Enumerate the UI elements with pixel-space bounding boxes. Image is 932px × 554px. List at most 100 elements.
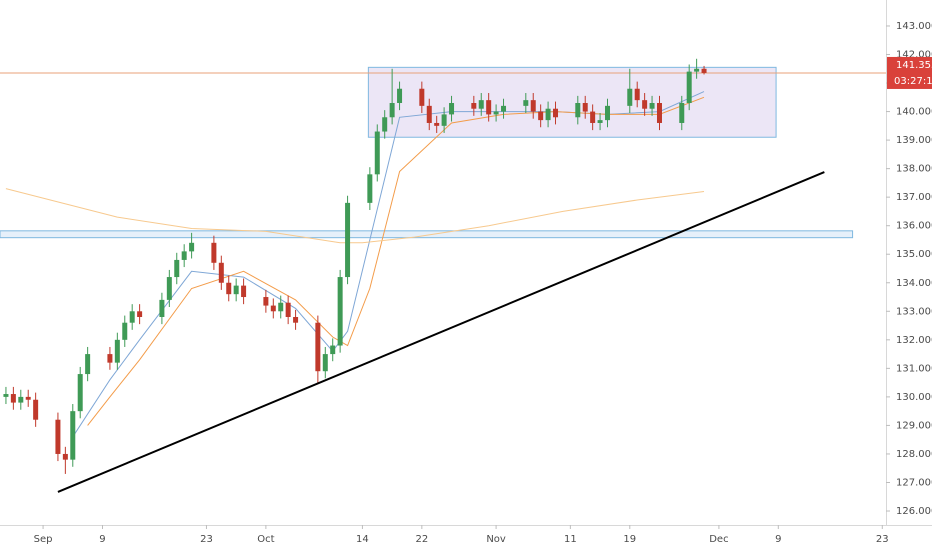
zone-band <box>0 230 854 239</box>
x-tick-label: 9 <box>99 534 105 545</box>
x-tick-label: 22 <box>415 534 428 545</box>
candle-body <box>114 339 120 363</box>
y-tick-label: 126.000 <box>896 506 932 517</box>
last-price-label: 141.353 <box>896 60 932 71</box>
candle-body <box>10 394 16 403</box>
candle-body <box>553 108 559 118</box>
candle-body <box>493 111 499 115</box>
candle-body <box>345 202 351 278</box>
candle-body <box>337 277 343 346</box>
candle-body <box>582 103 588 112</box>
y-tick-label: 138.000 <box>896 164 932 175</box>
candle-body <box>122 322 128 340</box>
candle-body <box>575 103 581 118</box>
y-tick-label: 134.000 <box>896 278 932 289</box>
candle-body <box>330 345 336 355</box>
candle-body <box>322 354 328 372</box>
countdown-label: 03:27:14 <box>894 76 932 87</box>
trendline <box>57 171 825 493</box>
candle-body <box>77 374 83 412</box>
candle-body <box>263 297 269 306</box>
candle-body <box>18 396 24 403</box>
candle-body <box>679 103 685 123</box>
last-price-box <box>887 56 932 89</box>
x-tick-label: Dec <box>709 534 728 545</box>
candle-body <box>419 88 425 106</box>
x-tick-label: Nov <box>486 534 506 545</box>
x-tick-label: 23 <box>200 534 213 545</box>
candle-body <box>226 282 232 295</box>
candle-body <box>233 285 239 295</box>
y-tick-label: 133.000 <box>896 306 932 317</box>
candle-body <box>159 299 165 317</box>
candle-body <box>627 88 633 106</box>
y-tick-label: 143.000 <box>896 21 932 32</box>
candle-body <box>649 103 655 109</box>
candle-body <box>270 305 276 312</box>
y-tick-label: 137.000 <box>896 192 932 203</box>
plot-area <box>0 58 886 493</box>
candle-body <box>189 242 195 252</box>
x-tick-label: 14 <box>356 534 369 545</box>
candle-body <box>181 251 187 260</box>
candle-body <box>278 302 284 312</box>
x-tick-label: 19 <box>623 534 636 545</box>
candle-body <box>3 394 9 397</box>
y-tick-label: 135.000 <box>896 249 932 260</box>
candle-body <box>441 114 447 126</box>
candle-body <box>686 71 692 104</box>
candle-body <box>382 117 388 132</box>
candle-body <box>62 453 68 460</box>
x-tick-label: 23 <box>876 534 889 545</box>
candle-body <box>70 411 76 460</box>
x-tick-label: 11 <box>564 534 577 545</box>
candle-body <box>538 111 544 121</box>
candle-body <box>389 103 395 118</box>
candle-body <box>85 354 91 375</box>
candle-body <box>241 285 247 298</box>
x-tick-label: Sep <box>34 534 53 545</box>
candle-body <box>137 311 143 317</box>
candle-body <box>166 277 172 300</box>
y-tick-label: 129.000 <box>896 420 932 431</box>
candle-body <box>129 311 135 323</box>
candle-body <box>426 105 432 123</box>
candle-body <box>285 302 291 317</box>
candle-body <box>501 105 507 112</box>
candle-body <box>107 354 113 363</box>
y-tick-label: 127.000 <box>896 477 932 488</box>
candle-body <box>374 131 380 175</box>
candle-body <box>315 322 321 372</box>
y-tick-label: 132.000 <box>896 335 932 346</box>
candle-body <box>523 100 529 106</box>
y-tick-label: 130.000 <box>896 392 932 403</box>
candle-body <box>656 103 662 123</box>
candle-body <box>33 399 39 420</box>
y-tick-label: 140.000 <box>896 107 932 118</box>
candle-body <box>597 120 603 123</box>
moving-average <box>87 96 705 426</box>
candle-body <box>174 259 180 278</box>
candle-body <box>367 174 373 203</box>
candle-body <box>694 68 700 72</box>
candle-body <box>218 262 224 283</box>
candle-body <box>605 105 611 121</box>
y-tick-label: 131.000 <box>896 363 932 374</box>
y-tick-label: 142.000 <box>896 49 932 60</box>
y-tick-label: 139.000 <box>896 135 932 146</box>
candle-body <box>55 419 61 454</box>
y-tick-label: 136.000 <box>896 221 932 232</box>
x-tick-label: 9 <box>775 534 781 545</box>
candle-body <box>434 122 440 126</box>
candle-body <box>701 68 707 73</box>
candle-body <box>478 100 484 109</box>
y-tick-label: 128.000 <box>896 449 932 460</box>
candle-body <box>545 108 551 121</box>
candle-body <box>486 100 492 115</box>
candle-body <box>634 88 640 101</box>
candle-body <box>530 100 536 112</box>
candle-body <box>293 316 299 323</box>
candle-body <box>211 242 217 263</box>
candle-body <box>25 396 31 400</box>
